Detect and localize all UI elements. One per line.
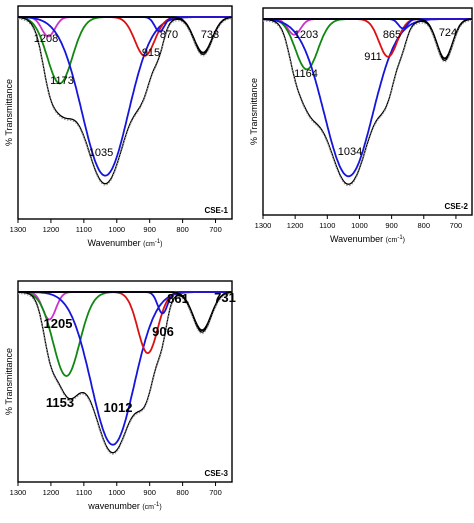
x-tick-label: 1300 [255,221,272,230]
peak-label-1205: 1205 [44,316,73,331]
y-axis-label: % Transmittance [4,79,14,146]
x-tick-label: 1000 [108,488,125,497]
x-tick-label: 800 [176,225,189,234]
fitted-envelope [262,18,473,185]
peak-label-733: 733 [201,29,219,41]
plot-frame [17,280,233,483]
peak-label-1164: 1164 [294,68,318,80]
x-tick-label: 900 [143,488,156,497]
peak-label-731: 731 [214,290,236,305]
peak-label-1208: 1208 [34,33,58,45]
panel-label: CSE-2 [444,202,468,211]
chart-panel-2: 1300 1200 1100 1000 900 800 700 Wavenumber (cm-… [249,7,473,244]
x-tick-label: 1300 [10,488,27,497]
x-tick-label: 1100 [76,225,92,234]
x-tick-label: 900 [385,221,398,230]
panel-label: CSE-1 [204,206,228,215]
peak-label-1012: 1012 [104,400,133,415]
x-tick-label: 1100 [319,221,335,230]
x-tick-label: 700 [450,221,463,230]
chart-panel-1: 1300 1200 1100 1000 900 800 700 Wavenumber (cm-… [4,5,233,248]
measured-spectrum [17,18,233,186]
y-axis-label: % Transmittance [249,78,259,145]
y-axis-label: % Transmittance [4,348,14,415]
x-axis-label: wavenumber (cm-1) [87,501,161,511]
peak-label-906: 906 [152,324,174,339]
x-axis-label: Wavenumber (cm-1) [87,238,162,248]
peak-label-1034: 1034 [338,146,362,158]
x-tick-label: 700 [209,488,222,497]
x-tick-label: 800 [418,221,431,230]
x-axis-label: Wavenumber (cm-1) [330,234,405,244]
panel-label: CSE-3 [204,469,228,478]
peak-label-911: 911 [364,51,382,63]
chart-panel-3: 1300 1200 1100 1000 900 800 700 wavenumber (cm-… [4,280,236,511]
peak-label-1153: 1153 [46,395,74,410]
peak-label-1035: 1035 [89,147,113,159]
x-tick-label: 1000 [108,225,125,234]
x-tick-label: 1200 [287,221,304,230]
x-tick-label: 1300 [10,225,27,234]
x-tick-label: 900 [143,225,156,234]
peak-label-1203: 1203 [294,29,318,41]
x-tick-label: 800 [176,488,189,497]
peak-label-861: 861 [167,291,189,306]
peak-label-870: 870 [160,29,178,41]
component-curve-731 [18,291,233,332]
measured-spectrum [262,20,473,187]
peak-label-724: 724 [439,27,457,39]
peak-label-915: 915 [142,47,160,59]
x-tick-label: 1200 [43,488,60,497]
plot-frame [17,5,233,220]
x-tick-label: 1100 [76,488,92,497]
fitted-envelope [18,291,233,454]
measured-spectrum [18,293,233,455]
x-tick-label: 700 [209,225,222,234]
x-tick-label: 1200 [43,225,60,234]
peak-label-1173: 1173 [50,75,74,87]
x-tick-label: 1000 [351,221,368,230]
peak-label-865: 865 [383,29,401,41]
